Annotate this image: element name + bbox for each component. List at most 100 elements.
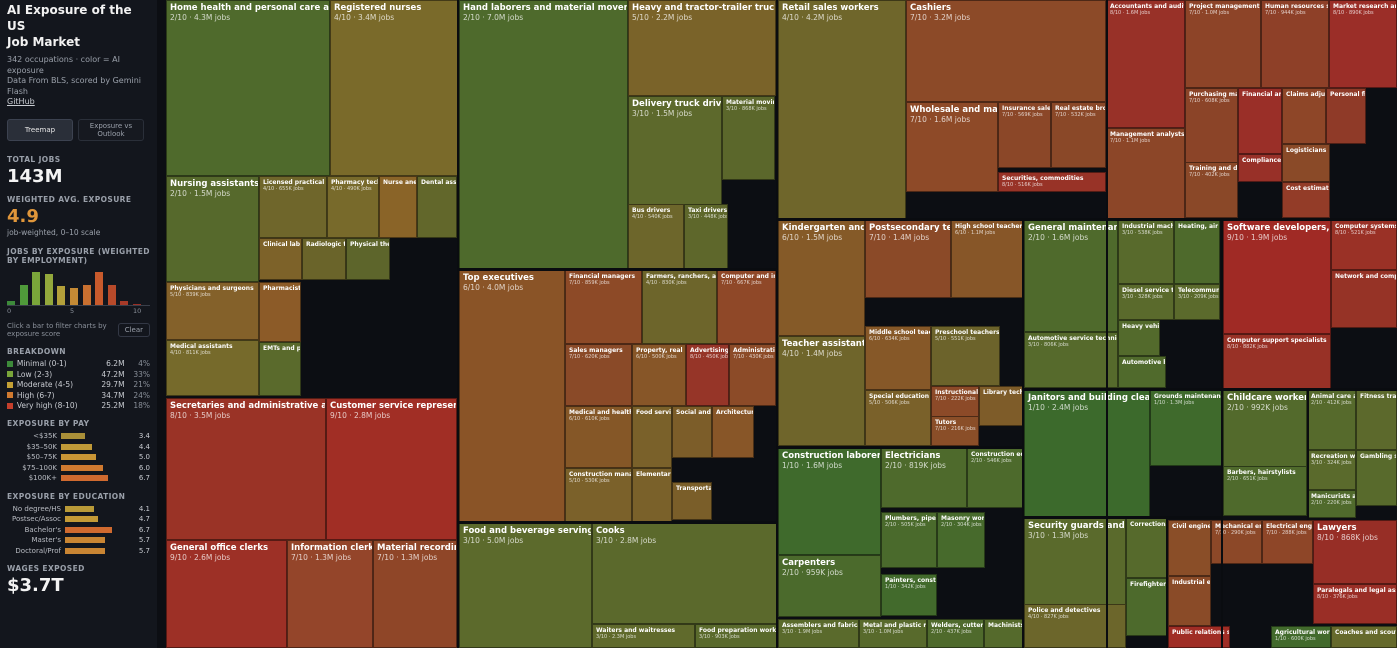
tile-real-estate-brokers[interactable]: Real estate brokers7/10 · 532K jobs xyxy=(1051,102,1106,168)
tile-home-health-and-personal-care-aides[interactable]: Home health and personal care aides2/10 … xyxy=(166,0,330,176)
tile-paralegals-and-legal-assistants[interactable]: Paralegals and legal assistants8/10 · 37… xyxy=(1313,584,1397,624)
tile-computer-and-information-systems-managers[interactable]: Computer and information systems manager… xyxy=(717,270,776,344)
tile-pharmacists[interactable]: Pharmacists xyxy=(259,282,301,342)
tile-general-office-clerks[interactable]: General office clerks 9/10 · 2.6M jobs xyxy=(166,540,287,648)
tile-heavy-and-tractor-trailer-truck-drivers[interactable]: Heavy and tractor-trailer truck drivers5… xyxy=(628,0,776,96)
tile-painters-construction[interactable]: Painters, construction1/10 · 342K jobs xyxy=(881,574,937,616)
tile-diesel-service-technicians[interactable]: Diesel service technicians3/10 · 328K jo… xyxy=(1118,284,1174,320)
tile-retail-sales-workers[interactable]: Retail sales workers 4/10 · 4.2M jobs xyxy=(778,0,906,220)
tile-radiologic-technologists[interactable]: Radiologic technologists xyxy=(302,238,346,280)
tile-clinical-lab-technologists[interactable]: Clinical lab technologists xyxy=(259,238,302,280)
tile-licensed-practical-and-licensed-vocational-nurses[interactable]: Licensed practical and licensed vocation… xyxy=(259,176,327,238)
tile-bus-drivers[interactable]: Bus drivers 4/10 · 540K jobs xyxy=(628,204,684,270)
tile-human-resources-specialists[interactable]: Human resources specialists7/10 · 944K j… xyxy=(1261,0,1329,88)
tile-high-school-teachers[interactable]: High school teachers 6/10 · 1.1M jobs xyxy=(951,220,1023,298)
tile-library-technicians[interactable]: Library technicians xyxy=(979,386,1023,426)
tile-sales-managers[interactable]: Sales managers 7/10 · 620K jobs xyxy=(565,344,632,406)
tile-personal-financial-advisors[interactable]: Personal financial advisors xyxy=(1326,88,1366,144)
tile-computer-support-specialists[interactable]: Computer support specialists 8/10 · 882K … xyxy=(1223,334,1331,390)
tile-construction-laborers[interactable]: Construction laborers 1/10 · 1.6M jobs xyxy=(778,448,881,555)
tile-police-and-detectives[interactable]: Police and detectives 4/10 · 827K jobs xyxy=(1024,604,1126,648)
tile-industrial-machinery-mechanics[interactable]: Industrial machinery mechanics3/10 · 538… xyxy=(1118,220,1174,284)
tile-fitness-trainers[interactable]: Fitness trainers xyxy=(1356,390,1397,450)
tile-transportation[interactable]: Transportation xyxy=(672,482,712,520)
tile-physicians-and-surgeons[interactable]: Physicians and surgeons 5/10 · 839K jobs xyxy=(166,282,259,340)
tile-construction-managers[interactable]: Construction managers5/10 · 530K jobs xyxy=(565,468,632,522)
tile-heavy-vehicle[interactable]: Heavy vehicle xyxy=(1118,320,1160,356)
data-source-note[interactable]: Data From BLS, scored by Gemini Flash xyxy=(7,76,142,96)
tile-correctional-officers[interactable]: Correctional officers xyxy=(1126,518,1168,578)
tile-logisticians[interactable]: Logisticians xyxy=(1282,144,1330,182)
tile-janitors-and-building-cleaners[interactable]: Janitors and building cleaners1/10 · 2.4… xyxy=(1024,390,1150,518)
tile-project-management-specialists[interactable]: Project management specialists7/10 · 1.0… xyxy=(1185,0,1261,88)
tile-metal-and-plastic-machine-workers[interactable]: Metal and plastic machine workers3/10 · … xyxy=(859,619,927,648)
tile-general-maintenance-and-repair-workers[interactable]: General maintenance and repair workers2/… xyxy=(1024,220,1118,332)
tile-wholesale-and-manufacturing-sales[interactable]: Wholesale and manufacturing sales7/10 · … xyxy=(906,102,998,192)
tile-nurse-anesthetists[interactable]: Nurse anesthetists xyxy=(379,176,417,238)
tile-civil-engineers[interactable]: Civil engineers xyxy=(1168,520,1211,576)
treemap-view-button[interactable]: Treemap xyxy=(7,118,73,141)
tile-financial-analysts[interactable]: Financial analysts xyxy=(1238,88,1282,154)
tile-industrial-engineers[interactable]: Industrial engineers xyxy=(1168,576,1211,626)
histogram-bar-6[interactable] xyxy=(82,284,91,305)
tile-manicurists-and-pedicurists[interactable]: Manicurists and pedicurists2/10 · 220K j… xyxy=(1307,490,1356,518)
tile-pharmacy-technicians[interactable]: Pharmacy technicians4/10 · 490K jobs xyxy=(327,176,379,238)
tile-registered-nurses[interactable]: Registered nurses 4/10 · 3.4M jobs xyxy=(330,0,458,176)
tile-plumbers-pipefitters[interactable]: Plumbers, pipefitters2/10 · 505K jobs xyxy=(881,512,937,568)
tile-accountants-and-auditors[interactable]: Accountants and auditors8/10 · 1.6M jobs xyxy=(1106,0,1185,128)
breakdown-row[interactable]: Minimal (0-1) 6.2M 4% xyxy=(7,359,150,370)
tile-social-and-community[interactable]: Social and community xyxy=(672,406,712,458)
tile-farmers-ranchers-and-other-agricultural-managers[interactable]: Farmers, ranchers, and other agricultura… xyxy=(642,270,717,344)
tile-electrical-engineers[interactable]: Electrical engineers7/10 · 288K jobs xyxy=(1262,520,1313,564)
tile-teacher-assistants[interactable]: Teacher assistants 4/10 · 1.4M jobs xyxy=(778,336,865,446)
histogram-bar-4[interactable] xyxy=(57,285,66,305)
tile-preschool-teachers[interactable]: Preschool teachers 5/10 · 551K jobs xyxy=(931,326,1000,386)
tile-kindergarten-and-elementary-school-teachers[interactable]: Kindergarten and elementary school teach… xyxy=(778,220,865,336)
github-link[interactable]: GitHub xyxy=(7,97,35,106)
tile-agricultural-workers[interactable]: Agricultural workers1/10 · 600K jobs xyxy=(1271,626,1331,648)
tile-material-moving-machine-operators[interactable]: Material moving machine operators3/10 · … xyxy=(722,96,775,180)
tile-market-research-analysts[interactable]: Market research analysts8/10 · 890K jobs xyxy=(1329,0,1397,88)
tile-information-clerks[interactable]: Information clerks 7/10 · 1.3M jobs xyxy=(287,540,373,648)
histogram-bar-8[interactable] xyxy=(107,284,116,305)
tile-welders-cutters[interactable]: Welders, cutters 2/10 · 437K jobs xyxy=(927,619,984,648)
tile-heating-air-conditioning[interactable]: Heating, air conditioning xyxy=(1174,220,1220,284)
tile-compliance-officers[interactable]: Compliance officers xyxy=(1238,154,1282,182)
tile-machinists[interactable]: Machinists xyxy=(984,619,1024,648)
tile-computer-systems-analysts[interactable]: Computer systems analysts8/10 · 521K job… xyxy=(1331,220,1397,270)
tile-elementary[interactable]: Elementary xyxy=(632,468,672,522)
tile-financial-managers[interactable]: Financial managers 7/10 · 859K jobs xyxy=(565,270,642,344)
histogram-bar-9[interactable] xyxy=(120,300,129,305)
tile-software-developers-qa-analysts[interactable]: Software developers, QA analysts9/10 · 1… xyxy=(1223,220,1331,334)
breakdown-row[interactable]: Low (2-3) 47.2M 33% xyxy=(7,369,150,380)
exposure-vs-outlook-button[interactable]: Exposure vs Outlook xyxy=(78,118,144,141)
tile-cooks[interactable]: Cooks 3/10 · 2.8M jobs xyxy=(592,523,777,624)
tile-secretaries-and-administrative-assistants[interactable]: Secretaries and administrative assistant… xyxy=(166,398,326,540)
tile-dental-assistants[interactable]: Dental assistants xyxy=(417,176,457,238)
histogram-bar-1[interactable] xyxy=(19,284,28,305)
tile-nursing-assistants-and-orderlies[interactable]: Nursing assistants and orderlies2/10 · 1… xyxy=(166,176,259,282)
tile-automotive-service-technicians[interactable]: Automotive service technicians3/10 · 806… xyxy=(1024,332,1118,388)
breakdown-row[interactable]: High (6-7) 34.7M 24% xyxy=(7,390,150,401)
tile-food-and-beverage-serving-and-related-workers[interactable]: Food and beverage serving and related wo… xyxy=(459,523,592,648)
tile-physical-therapists[interactable]: Physical therapists xyxy=(346,238,390,280)
tile-postsecondary-teachers[interactable]: Postsecondary teachers7/10 · 1.4M jobs xyxy=(865,220,951,298)
tile-emts-and-paramedics[interactable]: EMTs and paramedics xyxy=(259,342,301,396)
tile-electricians[interactable]: Electricians 2/10 · 819K jobs xyxy=(881,448,967,508)
tile-mechanical-engineers[interactable]: Mechanical engineers7/10 · 290K jobs xyxy=(1211,520,1262,564)
histogram-bar-7[interactable] xyxy=(95,271,104,305)
tile-food-preparation-workers[interactable]: Food preparation workers3/10 · 903K jobs xyxy=(695,624,777,648)
tile-construction-equipment-operators[interactable]: Construction equipment operators2/10 · 5… xyxy=(967,448,1023,508)
histogram-bar-0[interactable] xyxy=(7,300,15,305)
tile-network-and-computer-systems-administrators[interactable]: Network and computer systems administrat… xyxy=(1331,270,1397,328)
tile-telecommunications[interactable]: Telecommunications3/10 · 209K jobs xyxy=(1174,284,1220,320)
tile-customer-service-representatives[interactable]: Customer service representatives9/10 · 2… xyxy=(326,398,457,540)
histogram-bar-3[interactable] xyxy=(44,273,53,305)
